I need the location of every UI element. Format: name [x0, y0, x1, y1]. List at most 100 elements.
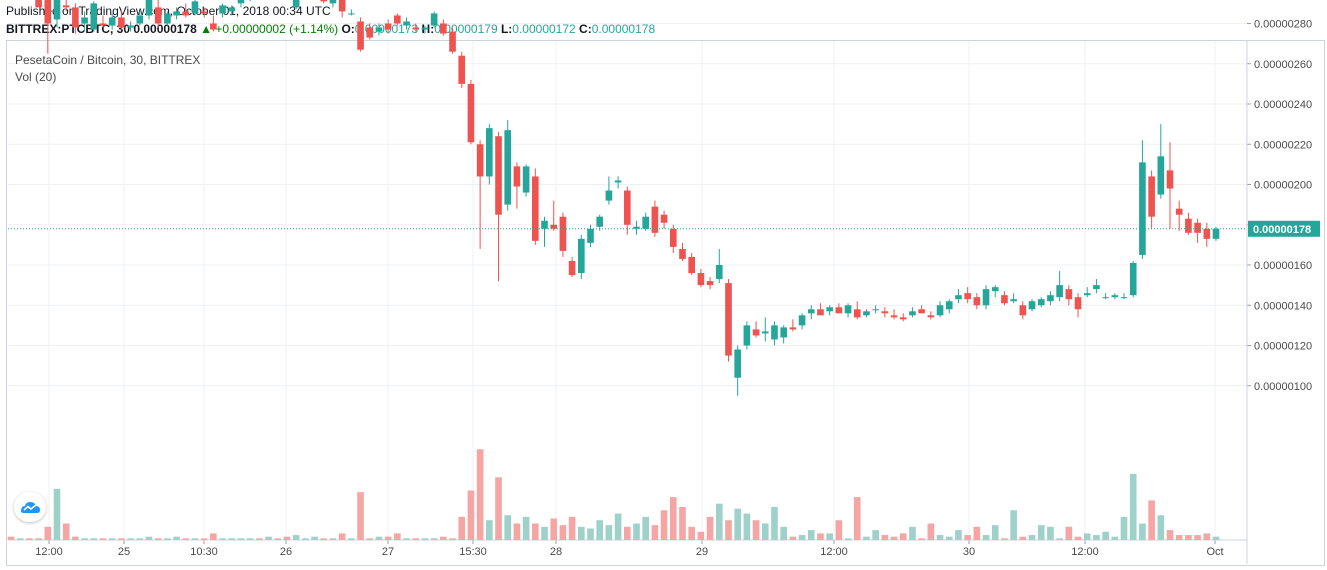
price-tick-label: 0.00000140: [1254, 300, 1312, 312]
candle-body: [1139, 162, 1146, 255]
candle-body: [679, 248, 686, 259]
candle-body: [127, 25, 134, 28]
volume-bar: [945, 536, 953, 540]
volume-bar: [1102, 531, 1109, 540]
candle-body: [81, 17, 88, 24]
published-caption: Published on TradingView.com, October 01…: [6, 4, 331, 18]
candle-body: [982, 289, 990, 306]
candle-body: [725, 283, 732, 356]
volume-bar: [964, 535, 971, 540]
candle-body: [945, 301, 953, 310]
price-tick-label: 0.00000160: [1254, 260, 1312, 272]
candle-body: [817, 309, 824, 316]
candle-body: [559, 216, 567, 251]
candle-body: [228, 7, 236, 12]
candle-body: [338, 0, 346, 12]
candle-body: [826, 307, 833, 312]
volume-bar: [191, 538, 199, 540]
candle-body: [35, 0, 42, 8]
volume-bar: [807, 530, 815, 540]
volume-bar: [219, 538, 226, 540]
candle-body: [1175, 208, 1183, 215]
volume-bar: [991, 525, 999, 540]
time-tick-label: 12:00: [820, 546, 848, 558]
candle-body: [890, 315, 898, 318]
candle-body: [918, 309, 925, 314]
volume-bar: [1148, 500, 1155, 540]
volume-bar: [651, 525, 659, 540]
candle-body: [191, 1, 199, 14]
volume-bar: [761, 523, 769, 540]
candle-body: [1074, 297, 1082, 310]
candle-body: [522, 166, 530, 193]
volume-bar: [817, 533, 824, 540]
candle-body: [449, 31, 456, 52]
candle-body: [1212, 228, 1220, 239]
candle-body: [964, 293, 971, 300]
time-tick-label: 27: [382, 546, 394, 558]
volume-bar: [623, 526, 631, 540]
volume-bar: [99, 538, 107, 540]
candle-body: [899, 317, 907, 320]
volume-bar: [1074, 536, 1082, 540]
volume-bar: [568, 516, 576, 540]
candle-body: [577, 238, 585, 274]
volume-bar: [899, 533, 907, 540]
candle-body: [329, 0, 337, 4]
chart-frame[interactable]: [6, 40, 1325, 566]
candle-body: [771, 325, 778, 340]
volume-bar: [1001, 538, 1008, 540]
price-tick-label: 0.00000260: [1254, 59, 1312, 71]
price-tick-label: 0.00000280: [1254, 19, 1312, 31]
candle-body: [1083, 293, 1091, 296]
volume-bar: [72, 536, 79, 540]
candle-body: [807, 309, 815, 314]
volume-bar: [486, 520, 493, 540]
price-tick-label: 0.00000120: [1254, 341, 1312, 353]
up-arrow-icon: ▲: [200, 22, 212, 36]
volume-bar: [35, 538, 42, 540]
volume-bar: [292, 535, 300, 540]
volume-bar: [936, 535, 944, 540]
volume-bar: [394, 533, 401, 540]
candle-body: [605, 190, 613, 201]
volume-bar: [844, 538, 852, 540]
time-tick-label: 26: [280, 546, 292, 558]
volume-bar: [669, 497, 677, 540]
volume-bar: [559, 525, 567, 540]
time-tick-label: 29: [696, 546, 708, 558]
open-label: O:: [341, 22, 355, 36]
volume-bar: [1203, 533, 1211, 540]
candle-body: [412, 27, 420, 30]
candle-body: [780, 327, 787, 338]
volume-bar: [320, 538, 328, 540]
candle-body: [973, 297, 981, 306]
candle-body: [853, 309, 861, 318]
volume-bar: [127, 538, 134, 540]
candle-body: [1102, 297, 1109, 299]
candle-body: [734, 349, 741, 378]
volume-bar: [743, 513, 751, 540]
volume-bar: [495, 477, 502, 540]
candle-body: [596, 216, 604, 227]
volume-bar: [1010, 510, 1017, 540]
volume-bar: [173, 536, 180, 540]
candle-body: [715, 265, 723, 280]
volume-bar: [154, 538, 162, 540]
candle-body: [1047, 295, 1054, 302]
volume-bar: [256, 538, 263, 540]
volume-bar: [81, 538, 88, 540]
candle-body: [458, 55, 466, 84]
candle-body: [320, 0, 328, 2]
candle-body: [394, 15, 401, 24]
candle-body: [1120, 297, 1128, 299]
candle-body: [62, 5, 70, 8]
volume-bar: [633, 523, 640, 540]
volume-bar: [1194, 535, 1201, 540]
candle-body: [642, 216, 650, 229]
volume-bar: [1065, 526, 1073, 540]
tradingview-logo[interactable]: [14, 492, 46, 522]
volume-bar: [697, 531, 705, 540]
volume-bar: [688, 526, 695, 540]
